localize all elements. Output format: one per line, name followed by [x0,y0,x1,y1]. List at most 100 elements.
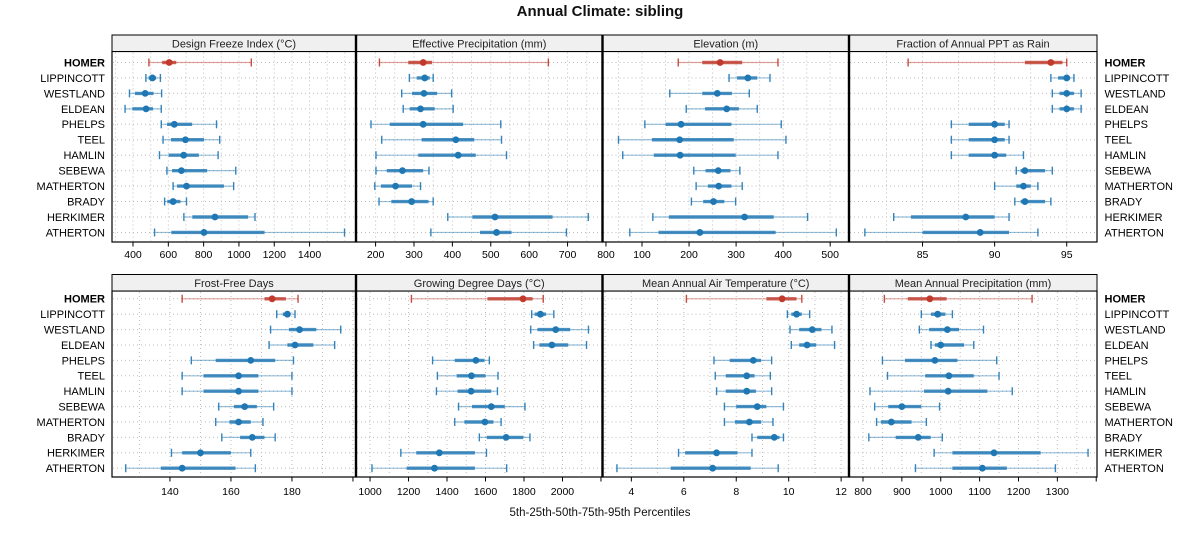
x-tick-label: 1400 [435,486,459,498]
x-tick-label: 1800 [512,486,536,498]
median-dot [716,59,724,66]
median-dot [978,464,986,472]
median-dot [149,74,156,82]
percentile-row-hamlin [715,387,773,396]
percentile-row-hamlin [375,151,508,160]
median-dot [417,105,424,113]
median-dot [177,167,185,175]
median-dot [165,59,173,66]
percentile-row-teel [886,371,1000,380]
percentile-row-matherton [875,418,928,426]
x-tick-label: 300 [405,249,423,261]
category-label-left: HERKIMER [47,448,105,460]
x-tick-label: 500 [821,249,839,261]
category-label-right: HOMER [1105,294,1146,306]
percentile-row-phelps [370,120,502,129]
row-labels-bottom: HOMER HOMER LIPPINCOTT LIPPINCOTT WESTLAND WE… [37,294,1173,475]
percentile-row-phelps [644,120,782,129]
median-dot [677,120,685,128]
percentile-row-homer [148,58,253,67]
percentile-row-hamlin [158,151,219,160]
median-dot [743,387,751,395]
median-dot [962,213,970,221]
median-dot [519,295,527,303]
median-dot [392,182,399,190]
percentile-row-sebewa [218,402,275,411]
panel-title: Elevation (m) [693,38,758,50]
median-dot [778,295,786,303]
median-dot [296,326,303,333]
percentile-row-homer [883,294,1033,303]
median-dot [178,464,186,472]
x-tick-label: 200 [367,249,385,261]
x-tick-label: 1200 [1007,486,1031,498]
median-dot [197,449,204,457]
percentile-row-herkimer [677,448,753,457]
x-tick-label: 800 [854,486,872,498]
x-tick-label: 1000 [929,486,953,498]
percentile-row-eldean [402,104,454,113]
percentile-row-lippincott [276,310,296,319]
percentile-row-teel [714,371,772,380]
percentile-row-sebewa [166,166,237,175]
median-dot [803,341,811,349]
percentile-row-matherton [723,418,774,426]
percentile-row-brady [751,433,785,442]
percentile-row-eldean [930,341,975,349]
x-tick-label: 200 [680,249,698,261]
median-dot [419,59,427,66]
category-label-left: ATHERTON [46,227,105,239]
percentile-row-eldean [685,104,758,113]
percentile-row-sebewa [375,166,430,175]
x-tick-label: 800 [597,249,615,261]
percentile-row-brady [478,433,531,442]
median-dot [491,213,499,221]
x-tick-label: 2000 [551,486,575,498]
median-dot [481,418,489,426]
x-tick-label: 90 [989,249,1001,261]
median-dot [235,372,242,380]
category-label-left: ATHERTON [46,463,105,475]
percentile-row-sebewa [1015,166,1054,175]
percentile-row-brady [163,197,188,206]
row-labels-top: HOMER HOMER LIPPINCOTT LIPPINCOTT WESTLAND WE… [37,57,1173,239]
category-label-right: SEBEWA [1105,166,1152,178]
category-label-right: TEEL [1105,371,1133,383]
percentile-row-teel [617,135,787,144]
category-label-left: TEEL [77,371,105,383]
percentile-row-phelps [160,120,218,129]
percentile-row-homer [677,58,779,67]
x-tick-label: 140 [161,486,179,498]
percentile-row-matherton [454,418,502,426]
median-dot [934,310,942,318]
median-dot [472,357,480,364]
category-label-left: HOMER [64,57,105,69]
median-dot [744,74,752,82]
percentile-row-hamlin [435,387,499,396]
panel-border [355,290,604,478]
median-dot [235,418,242,426]
percentile-row-atherton [914,464,1057,473]
category-label-right: PHELPS [1105,355,1148,367]
panel-elevation-m-: 100 200 300 400 500 Elevation (m) [601,34,850,261]
median-dot [710,198,717,205]
x-tick-label: 1000 [358,486,382,498]
percentile-row-westland [128,89,163,98]
percentile-row-brady [868,433,943,442]
median-dot [808,326,816,333]
x-tick-label: 1400 [298,249,322,261]
percentile-row-westland [269,325,342,334]
percentile-row-teel [181,371,293,380]
x-tick-label: 1600 [474,486,498,498]
percentile-row-lippincott [530,310,555,319]
median-dot [211,213,219,221]
percentile-row-teel [436,371,499,380]
x-tick-label: 4 [628,486,634,498]
percentile-row-herkimer [400,448,488,457]
median-dot [493,229,500,236]
median-dot [169,198,177,205]
percentile-row-phelps [950,120,1010,129]
percentile-row-westland [1051,89,1082,98]
percentile-row-eldean [268,341,336,349]
category-label-left: MATHERTON [37,417,106,429]
